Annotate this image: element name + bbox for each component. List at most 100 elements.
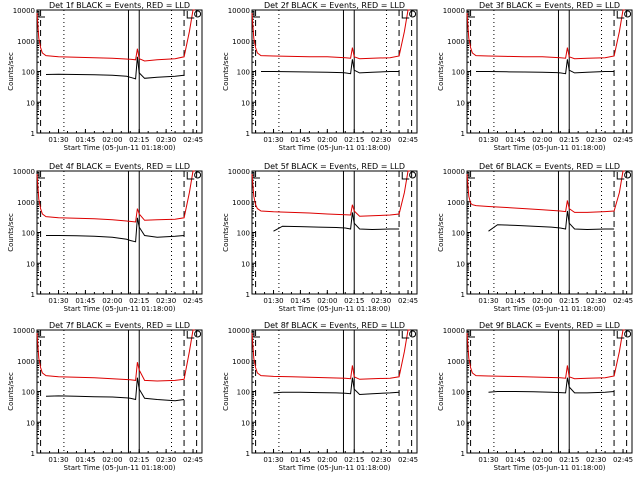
plot-frame [36, 9, 203, 134]
xtick-label: 02:00 [317, 456, 337, 464]
ytick-label: 10 [26, 260, 35, 268]
attenuator-marker [624, 171, 632, 179]
xtick-label: 01:45 [75, 297, 95, 305]
detector-panel-5: Det 5f BLACK = Events, RED = LLD 1 10 100 10… [222, 162, 418, 313]
xtick-label: 02:15 [559, 456, 579, 464]
xtick-label: 02:45 [613, 456, 633, 464]
series-events [488, 377, 615, 394]
attenuator-marker [401, 331, 410, 339]
series-events [476, 59, 615, 75]
attenuator-marker [401, 11, 410, 19]
ytitle: Counts/sec [437, 372, 445, 411]
series-lld [36, 329, 195, 382]
xtick-label: 01:30 [48, 136, 68, 144]
xtick-label: 01:30 [48, 297, 68, 305]
xtick-label: 02:45 [398, 297, 418, 305]
xtick-label: 01:30 [48, 456, 68, 464]
plot-frame [36, 170, 203, 295]
attenuator-marker [38, 331, 45, 338]
ytick-label: 10 [241, 99, 250, 107]
xtick-label: 02:30 [586, 136, 606, 144]
attenuator-marker [624, 10, 632, 18]
ytick-label: 1000 [232, 199, 250, 207]
ytick-label: 100 [237, 389, 250, 397]
detector-panel-1: Det 1f BLACK = Events, RED = LLD 1 10 100 10… [7, 1, 203, 152]
attenuator-marker [624, 330, 632, 338]
panel-title: Det 7f BLACK = Events, RED = LLD [49, 321, 190, 330]
xtick-label: 01:45 [290, 136, 310, 144]
ytick-label: 100 [452, 69, 465, 77]
xtitle: Start Time (05-Jun-11 01:18:00) [64, 464, 176, 472]
panel-title: Det 4f BLACK = Events, RED = LLD [49, 162, 190, 171]
panel-title: Det 9f BLACK = Events, RED = LLD [479, 321, 620, 330]
attenuator-marker [194, 171, 202, 179]
series-lld [36, 170, 195, 223]
xtick-label: 02:30 [586, 297, 606, 305]
panel-title: Det 2f BLACK = Events, RED = LLD [264, 1, 405, 10]
ytick-label: 10 [241, 419, 250, 427]
series-events [273, 212, 400, 232]
ytick-label: 1000 [232, 358, 250, 366]
attenuator-marker [253, 331, 260, 338]
ytick-label: 10 [456, 260, 465, 268]
ytick-label: 10 [241, 260, 250, 268]
series-lld [36, 9, 195, 62]
ytick-label: 1 [246, 130, 250, 138]
ytick-label: 10 [26, 99, 35, 107]
xtick-label: 02:45 [398, 136, 418, 144]
xtick-label: 01:45 [505, 297, 525, 305]
ytick-label: 1 [461, 291, 465, 299]
ytick-label: 1000 [17, 358, 35, 366]
series-lld [251, 170, 410, 217]
ytick-label: 10000 [443, 7, 465, 15]
ytick-label: 10 [26, 419, 35, 427]
xtick-label: 02:15 [129, 297, 149, 305]
xtick-label: 01:45 [290, 297, 310, 305]
xtick-label: 01:45 [505, 456, 525, 464]
xtick-label: 02:15 [344, 136, 364, 144]
xtick-label: 02:30 [156, 297, 176, 305]
xtick-label: 01:45 [290, 456, 310, 464]
xtick-label: 01:45 [75, 136, 95, 144]
xtick-label: 02:00 [532, 136, 552, 144]
xtick-label: 02:00 [317, 297, 337, 305]
attenuator-marker [401, 172, 410, 180]
xtick-label: 02:30 [156, 456, 176, 464]
detector-panel-4: Det 4f BLACK = Events, RED = LLD 1 10 100 10… [7, 162, 203, 313]
xtick-label: 02:30 [156, 136, 176, 144]
series-events [45, 56, 185, 80]
ytick-label: 10000 [13, 327, 35, 335]
detector-panel-2: Det 2f BLACK = Events, RED = LLD 1 10 100 10… [222, 1, 418, 152]
xtitle: Start Time (05-Jun-11 01:18:00) [64, 144, 176, 152]
xtick-label: 02:15 [129, 136, 149, 144]
xtick-label: 02:45 [183, 136, 203, 144]
xtick-label: 02:15 [129, 456, 149, 464]
attenuator-marker [616, 172, 625, 180]
xtick-label: 02:30 [371, 136, 391, 144]
series-lld [466, 9, 625, 60]
xtick-label: 02:00 [532, 297, 552, 305]
ytick-label: 1 [461, 130, 465, 138]
ytick-label: 100 [452, 389, 465, 397]
ytick-label: 10 [456, 99, 465, 107]
xtick-label: 02:00 [102, 456, 122, 464]
ytick-label: 10 [456, 419, 465, 427]
plot-frame [466, 170, 633, 295]
xtitle: Start Time (05-Jun-11 01:18:00) [494, 144, 606, 152]
ytitle: Counts/sec [437, 213, 445, 252]
ytick-label: 10000 [13, 7, 35, 15]
xtick-label: 01:30 [478, 297, 498, 305]
xtick-label: 02:15 [559, 136, 579, 144]
attenuator-marker [616, 331, 625, 339]
series-events [273, 377, 400, 396]
panel-title: Det 1f BLACK = Events, RED = LLD [49, 1, 190, 10]
xtick-label: 02:45 [183, 297, 203, 305]
ytick-label: 100 [22, 230, 35, 238]
ytick-label: 1000 [17, 38, 35, 46]
panel-title: Det 6f BLACK = Events, RED = LLD [479, 162, 620, 171]
xtick-label: 02:30 [371, 297, 391, 305]
xtick-label: 02:00 [102, 297, 122, 305]
attenuator-marker [253, 172, 260, 179]
ytick-label: 1 [31, 450, 35, 458]
